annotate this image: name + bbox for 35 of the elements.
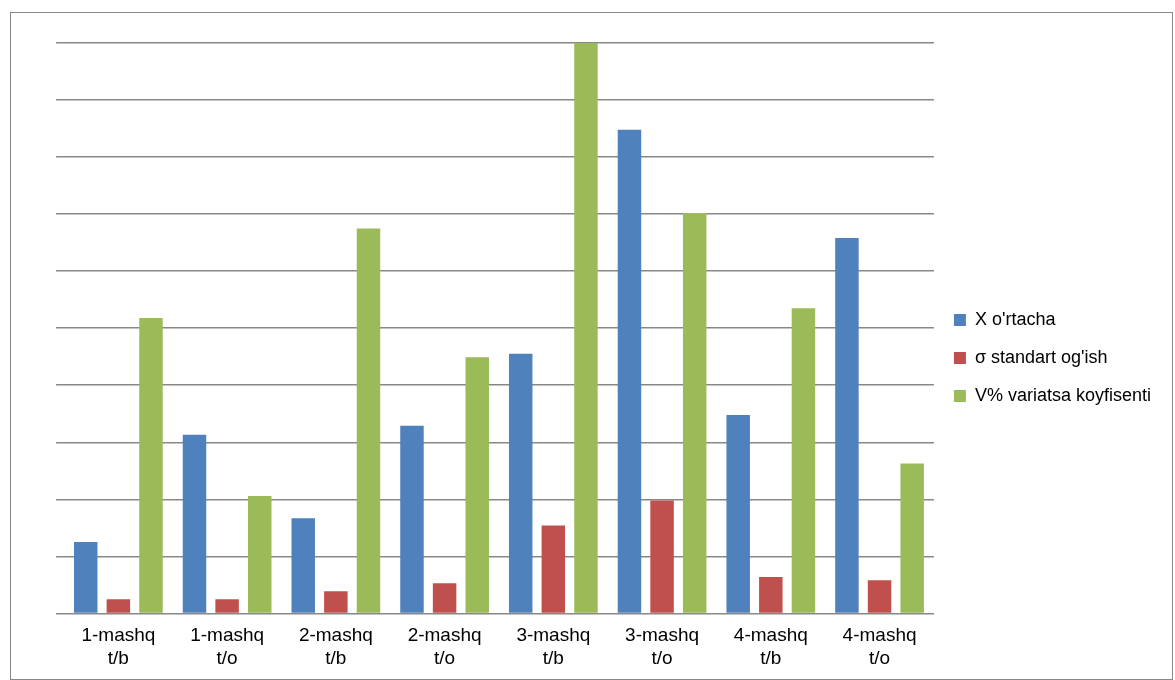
- bar: [508, 353, 533, 613]
- bar: [682, 212, 707, 613]
- x-tick-label: 3-mashq t/b: [516, 624, 591, 668]
- x-tick-label: 4-mashq t/o: [842, 624, 917, 668]
- bar: [400, 425, 424, 613]
- x-tick-label: 2-mashq t/b: [298, 624, 373, 668]
- bar: [900, 463, 924, 613]
- x-tick-label: 1-mashq t/b: [81, 624, 156, 668]
- x-tick-label: 3-mashq t/o: [625, 624, 700, 668]
- bar: [182, 434, 207, 613]
- bar: [726, 414, 750, 613]
- bar: [106, 599, 131, 613]
- bar: [291, 518, 315, 613]
- bar: [356, 228, 381, 613]
- bar: [617, 129, 642, 613]
- bar: [574, 43, 598, 613]
- bar: [541, 525, 566, 613]
- legend-label: σ standart og'ish: [974, 346, 1108, 367]
- bar: [650, 500, 674, 613]
- x-tick-label: 2-mashq t/o: [407, 624, 482, 668]
- x-tick-label: 1-mashq t/o: [190, 624, 265, 668]
- bar: [465, 357, 489, 613]
- bar: [759, 576, 783, 613]
- bar: [215, 599, 239, 613]
- bar: [867, 580, 892, 613]
- bar: [139, 317, 163, 613]
- bar: [74, 542, 98, 613]
- x-tick-label: 4-mashq t/b: [733, 624, 808, 668]
- legend-label: X o'rtacha: [974, 308, 1057, 329]
- bar: [791, 308, 816, 613]
- bar: [247, 495, 272, 613]
- bar: [432, 583, 457, 613]
- legend-label: V% variatsa koyfisenti: [974, 384, 1152, 405]
- bar: [324, 591, 348, 613]
- bar: [835, 238, 859, 613]
